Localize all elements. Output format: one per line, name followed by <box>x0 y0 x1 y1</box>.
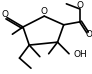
Text: O: O <box>76 1 83 10</box>
Text: O: O <box>41 7 48 16</box>
Text: OH: OH <box>73 50 87 59</box>
Text: O: O <box>2 10 9 19</box>
Text: O: O <box>85 30 92 39</box>
